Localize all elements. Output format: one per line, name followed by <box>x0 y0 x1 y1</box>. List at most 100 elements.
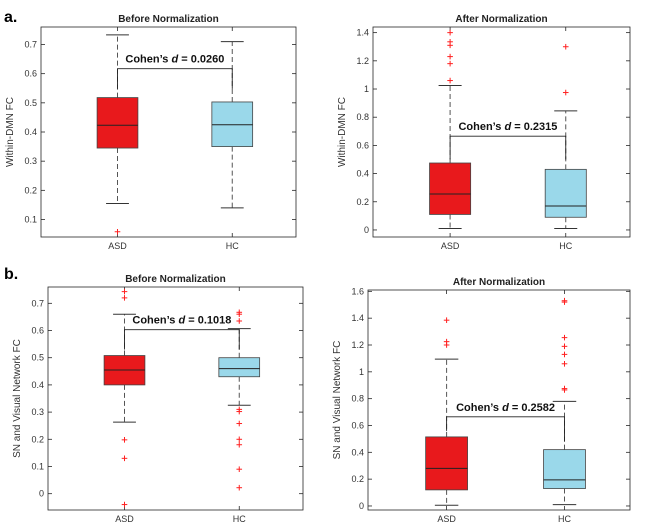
y-axis-label: SN and Visual Network FC <box>332 341 343 460</box>
box-hc <box>543 449 586 489</box>
outlier-marker <box>121 295 128 301</box>
outlier-marker <box>561 360 568 367</box>
y-tick-label: 0.8 <box>351 394 364 404</box>
chart-title: Before Normalization <box>125 274 226 285</box>
box-hc <box>544 168 587 218</box>
effect-size-label: Cohen’s d = 0.0260 <box>125 54 224 66</box>
chart-title: Before Normalization <box>118 14 219 25</box>
y-tick-label: 0.1 <box>31 461 44 471</box>
y-tick-label: 0.2 <box>351 474 364 484</box>
y-tick-label: 0.6 <box>24 69 37 79</box>
outlier-marker <box>121 288 128 295</box>
y-tick-label: 0.7 <box>24 40 37 50</box>
effect-size-prefix: Cohen’s <box>125 54 171 66</box>
outlier-marker <box>443 317 450 323</box>
y-tick-label: 0.3 <box>24 156 37 166</box>
effect-size-label: Cohen’s d = 0.1018 <box>132 315 231 327</box>
chart-a-right: After Normalization Within-DMN FC 0 0.2 0.4 0… <box>337 14 631 251</box>
y-tick-label: 0 <box>364 225 369 235</box>
box-asd <box>96 97 139 149</box>
y-tick-label: 0.4 <box>31 380 44 390</box>
chart-b-right: After Normalization SN and Visual Network… <box>332 277 631 524</box>
outlier-marker <box>561 297 568 304</box>
outlier-marker <box>447 38 453 45</box>
chart-title: After Normalization <box>453 277 545 288</box>
y-tick-label: 1.4 <box>356 28 369 38</box>
outlier-marker <box>447 53 453 60</box>
box-asd <box>429 162 472 215</box>
box-asd <box>425 436 468 491</box>
panel-label-b: b. <box>4 266 19 283</box>
effect-size-prefix: Cohen’s <box>456 402 502 414</box>
y-tick-label: 1 <box>364 84 369 94</box>
outlier-marker <box>443 338 450 345</box>
y-tick-label: 0.8 <box>356 112 369 122</box>
y-tick-label: 0.3 <box>31 407 44 417</box>
y-tick-label: 0.2 <box>31 434 44 444</box>
plot-frame <box>367 289 631 511</box>
effect-size-bracket <box>124 329 240 350</box>
y-tick-label: 0.1 <box>24 215 37 225</box>
x-tick-label: ASD <box>115 514 134 524</box>
effect-size-value: = 0.2582 <box>509 402 555 414</box>
x-tick-label: ASD <box>108 241 127 251</box>
effect-size-bracket <box>117 68 233 89</box>
outlier-marker <box>447 29 453 36</box>
y-tick-label: 0.5 <box>24 98 37 108</box>
effect-size-bracket <box>446 416 565 442</box>
plot-frame <box>372 26 631 238</box>
effect-size-value: = 0.1018 <box>185 315 231 327</box>
y-tick-label: 0.4 <box>351 447 364 457</box>
y-tick-label: 0 <box>39 489 44 499</box>
effect-size-symbol: d <box>502 402 509 414</box>
chart-a-left: Before Normalization Within-DMN FC 0.1 0.2 0… <box>5 14 297 251</box>
y-tick-label: 1.4 <box>351 313 364 323</box>
outlier-marker <box>561 334 568 341</box>
outlier-marker <box>236 318 243 324</box>
x-tick-label: ASD <box>441 241 460 251</box>
effect-size-prefix: Cohen’s <box>132 315 178 327</box>
outlier-marker <box>236 420 243 427</box>
y-tick-label: 1.2 <box>351 340 364 350</box>
outlier-marker <box>562 89 569 96</box>
outlier-marker <box>121 501 128 508</box>
x-tick-label: HC <box>226 241 239 251</box>
outlier-marker <box>236 309 243 316</box>
chart-b-left: Before Normalization SN and Visual Networ… <box>12 274 304 524</box>
plot-frame <box>47 286 304 511</box>
y-axis-label: Within-DMN FC <box>337 97 348 167</box>
outlier-marker <box>561 343 568 350</box>
outlier-marker <box>236 436 243 443</box>
panel-label-a: a. <box>4 9 18 26</box>
effect-size-label: Cohen’s d = 0.2582 <box>456 402 555 414</box>
box-hc <box>218 357 261 378</box>
effect-size-prefix: Cohen’s <box>458 121 504 133</box>
y-axis-label: Within-DMN FC <box>5 97 16 167</box>
x-tick-label: HC <box>559 241 572 251</box>
y-axis-label: SN and Visual Network FC <box>12 339 23 458</box>
y-tick-label: 0 <box>359 501 364 511</box>
outlier-marker <box>236 406 243 413</box>
y-tick-label: 0.7 <box>31 298 44 308</box>
y-tick-label: 1.2 <box>356 56 369 66</box>
y-tick-label: 0.6 <box>351 420 364 430</box>
outlier-marker <box>447 77 453 84</box>
x-tick-label: ASD <box>437 514 456 524</box>
outlier-marker <box>236 441 243 448</box>
outlier-marker <box>114 228 121 235</box>
outlier-marker <box>236 484 243 491</box>
effect-size-symbol: d <box>178 315 185 327</box>
y-tick-label: 1.6 <box>351 286 364 296</box>
outlier-marker <box>561 385 568 392</box>
y-tick-label: 0.2 <box>24 185 37 195</box>
y-tick-label: 1 <box>359 367 364 377</box>
x-tick-label: HC <box>233 514 246 524</box>
effect-size-value: = 0.2315 <box>511 121 557 133</box>
y-tick-label: 0.4 <box>24 127 37 137</box>
outlier-marker <box>121 455 128 462</box>
y-tick-label: 0.2 <box>356 197 369 207</box>
effect-size-label: Cohen’s d = 0.2315 <box>458 121 557 133</box>
x-tick-label: HC <box>558 514 571 524</box>
outlier-marker <box>121 437 128 443</box>
